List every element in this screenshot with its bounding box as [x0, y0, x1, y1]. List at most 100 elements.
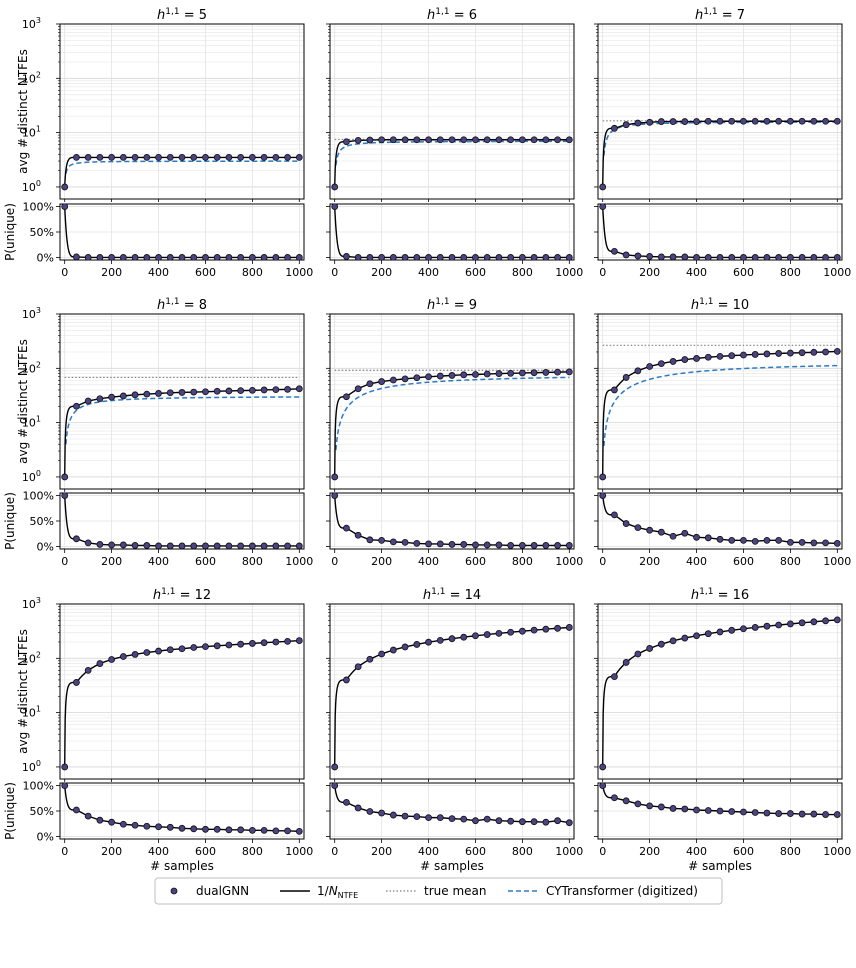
dualgnn-point-bottom [260, 542, 268, 549]
ylabel-bottom: P(unique) [3, 203, 17, 261]
dualgnn-point [237, 153, 245, 161]
dualgnn-point-bottom [634, 800, 642, 808]
dualgnn-point [704, 117, 712, 125]
dualgnn-point-bottom [366, 254, 374, 260]
dualgnn-point [657, 360, 665, 368]
xtick-label: 200 [101, 266, 122, 279]
dualgnn-point [108, 656, 116, 663]
dualgnn-point-bottom [213, 254, 221, 260]
dualgnn-point-bottom [119, 254, 127, 260]
xtick-label: 0 [331, 555, 338, 568]
dualgnn-point-bottom [495, 254, 503, 260]
title-eq: = 9 [450, 298, 477, 313]
dualgnn-point-bottom [798, 810, 806, 818]
dualgnn-point [73, 402, 80, 410]
title-h: h [157, 8, 165, 23]
dualgnn-point [763, 622, 771, 630]
dualgnn-point-bottom [178, 542, 186, 549]
dualgnn-point [225, 153, 233, 161]
dualgnn-point-bottom [202, 254, 209, 260]
top-axes [329, 23, 575, 200]
top-series [61, 637, 303, 771]
dualgnn-point [84, 153, 92, 161]
dualgnn-point [366, 380, 374, 388]
title-sup: 1,1 [435, 297, 449, 307]
panel-h11-7: h1,1 = 7 0 200 400 600 800 1000 [594, 7, 851, 279]
dualgnn-point-bottom [84, 254, 92, 260]
xtick-label: 800 [242, 845, 263, 858]
dualgnn-point [389, 646, 397, 654]
dualgnn-point-bottom [436, 254, 444, 260]
cytransformer-line [603, 364, 838, 446]
dualgnn-point [775, 621, 783, 629]
dualgnn-point [378, 378, 386, 385]
bottom-series [331, 204, 573, 260]
dualgnn-point-bottom [354, 254, 362, 260]
dualgnn-point-bottom [833, 254, 841, 260]
dualgnn-point-bottom [565, 819, 573, 827]
title-sup: 1,1 [699, 587, 713, 597]
top-axes [597, 603, 843, 780]
title-h: h [695, 8, 703, 23]
dualgnn-point [213, 387, 221, 395]
dualgnn-point-bottom [833, 540, 841, 547]
panel-title: h1,1 = 6 [427, 7, 477, 23]
dualgnn-point [155, 647, 162, 655]
top-y-ticks [326, 23, 330, 188]
panel-h11-9: h1,1 = 9 0 200 400 600 800 1000 [326, 297, 583, 568]
dualgnn-point [272, 638, 280, 646]
dualgnn-point [213, 642, 221, 650]
dualgnn-point [599, 183, 607, 191]
title-sup: 1,1 [435, 7, 449, 17]
dualgnn-point [448, 635, 456, 643]
cytransformer-line [335, 376, 570, 451]
title-h: h [691, 298, 699, 313]
dualgnn-point [413, 136, 421, 144]
xtick-label: 200 [371, 555, 392, 568]
dualgnn-point-bottom [798, 538, 806, 546]
dualgnn-point [542, 136, 550, 144]
dualgnn-point [378, 136, 386, 144]
dualgnn-point [331, 183, 339, 191]
dualgnn-point-bottom [61, 204, 69, 210]
dualgnn-point-bottom [693, 533, 700, 541]
dualgnn-point-bottom [413, 254, 421, 260]
dualgnn-point [507, 369, 515, 377]
xtick-label: 200 [639, 845, 660, 858]
dualgnn-point [178, 389, 186, 396]
dualgnn-point-bottom [751, 537, 759, 545]
dualgnn-point [61, 183, 69, 191]
dualgnn-point-bottom [84, 812, 92, 820]
dualgnn-point-bottom [472, 817, 479, 825]
bottom-ytick-label: 50% [30, 515, 54, 528]
dualgnn-point [284, 385, 291, 393]
panel-h11-6: h1,1 = 6 0 200 400 600 800 1000 [326, 7, 583, 279]
dualgnn-point-bottom [507, 254, 515, 260]
panel-title: h1,1 = 7 [695, 7, 745, 23]
dualgnn-point-bottom [143, 542, 151, 549]
dualgnn-point [225, 641, 233, 649]
dualgnn-point [751, 624, 759, 631]
dualgnn-point [565, 136, 573, 144]
bottom-ytick-label: 100% [23, 780, 54, 793]
dualgnn-point-bottom [331, 493, 339, 499]
bottom-ytick-label: 0% [37, 251, 54, 264]
dualgnn-point [775, 350, 783, 357]
dualgnn-point-bottom [460, 541, 468, 548]
xtick-label: 600 [195, 845, 216, 858]
dualgnn-point-bottom [401, 254, 409, 260]
dualgnn-point [634, 367, 642, 375]
panel-title: h1,1 = 5 [157, 7, 207, 23]
dualgnn-point [284, 153, 291, 161]
panel-h11-5: h1,1 = 5 100 101 102 103 0% 50% 100% 0 200 400 600 8… [3, 7, 313, 279]
dualgnn-point-bottom [413, 813, 421, 820]
dualgnn-point-bottom [237, 254, 245, 260]
dualgnn-point [425, 373, 432, 381]
dualgnn-point [763, 117, 771, 125]
dualgnn-point [611, 124, 618, 132]
dualgnn-point [343, 676, 350, 684]
dualgnn-point [483, 370, 491, 378]
dualgnn-point [166, 646, 174, 654]
dualgnn-point-bottom [518, 542, 526, 549]
dualgnn-point-bottom [728, 254, 736, 260]
